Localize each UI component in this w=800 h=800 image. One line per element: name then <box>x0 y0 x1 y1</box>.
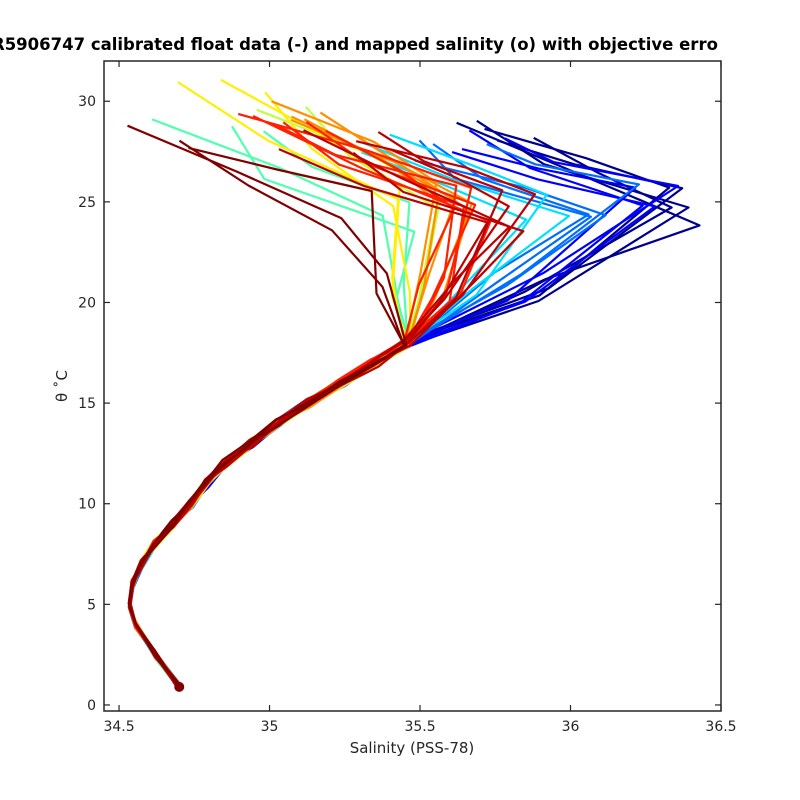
y-tick-label: 30 <box>78 94 96 110</box>
y-axis-ticks: 0 5 10 15 20 25 30 <box>78 94 721 714</box>
profile-lines <box>127 78 701 692</box>
x-tick-label: 34.5 <box>103 719 134 735</box>
profile-line <box>128 111 471 686</box>
profile-line <box>129 129 644 688</box>
profile-line <box>128 139 684 687</box>
x-axis-label: Salinity (PSS-78) <box>350 739 475 757</box>
y-tick-label: 25 <box>78 195 96 211</box>
profile-line <box>128 118 407 687</box>
profile-line <box>127 148 637 692</box>
deep-endpoint-marker <box>174 681 185 692</box>
profile-line <box>127 159 607 686</box>
profile-line <box>128 139 592 691</box>
profile-line <box>127 146 406 690</box>
profile-line <box>128 148 510 684</box>
profile-line <box>127 139 405 685</box>
profile-line <box>129 140 536 691</box>
y-tick-label: 5 <box>87 597 96 613</box>
y-tick-label: 10 <box>78 497 96 513</box>
y-tick-label: 20 <box>78 295 96 311</box>
x-axis-ticks: 34.5 35 35.5 36 36.5 <box>103 61 737 735</box>
chart-title: R5906747 calibrated float data (-) and m… <box>0 35 718 54</box>
profile-line <box>128 123 458 685</box>
x-tick-label: 35.5 <box>404 719 435 735</box>
profile-line <box>128 100 438 688</box>
plot-frame <box>103 60 722 712</box>
profile-line <box>128 115 439 684</box>
y-tick-label: 0 <box>87 698 96 714</box>
x-tick-label: 35 <box>261 719 279 735</box>
profile-line <box>127 129 456 686</box>
profile-line <box>129 151 528 684</box>
profile-line <box>128 118 456 690</box>
profile-line <box>128 121 466 689</box>
x-tick-label: 36 <box>562 719 580 735</box>
profile-line <box>128 131 504 690</box>
profile-line <box>127 124 408 687</box>
profile-line <box>129 127 671 691</box>
profile-line <box>128 137 680 689</box>
y-tick-label: 15 <box>78 396 96 412</box>
y-axis-label: θ ˚C <box>53 370 71 402</box>
x-tick-label: 36.5 <box>705 719 736 735</box>
profile-line <box>129 151 525 692</box>
